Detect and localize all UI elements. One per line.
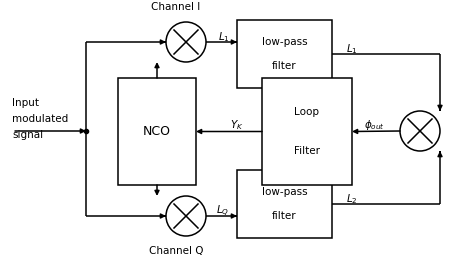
Bar [262, 78, 352, 185]
Text: $L_2$: $L_2$ [346, 192, 357, 206]
Text: filter: filter [272, 61, 297, 71]
Text: Channel I: Channel I [151, 2, 201, 12]
Text: $L_1$: $L_1$ [218, 30, 230, 44]
Bar [237, 20, 332, 88]
Circle shape [166, 22, 206, 62]
Text: $L_Q$: $L_Q$ [216, 204, 229, 219]
Text: Channel Q: Channel Q [149, 246, 203, 256]
Text: Input: Input [12, 98, 39, 108]
Bar [118, 78, 196, 185]
Text: Filter: Filter [294, 146, 320, 156]
Circle shape [166, 196, 206, 236]
Text: $\phi_{out}$: $\phi_{out}$ [364, 118, 385, 133]
Text: $Y_K$: $Y_K$ [230, 119, 244, 132]
Text: NCO: NCO [143, 125, 171, 138]
Text: $L_1$: $L_1$ [346, 42, 358, 56]
Text: Loop: Loop [294, 107, 319, 117]
Text: modulated: modulated [12, 114, 68, 124]
Circle shape [400, 111, 440, 151]
Text: signal: signal [12, 130, 43, 140]
Bar [237, 170, 332, 238]
Text: filter: filter [272, 211, 297, 221]
Text: low-pass: low-pass [262, 187, 307, 197]
Text: low-pass: low-pass [262, 37, 307, 47]
